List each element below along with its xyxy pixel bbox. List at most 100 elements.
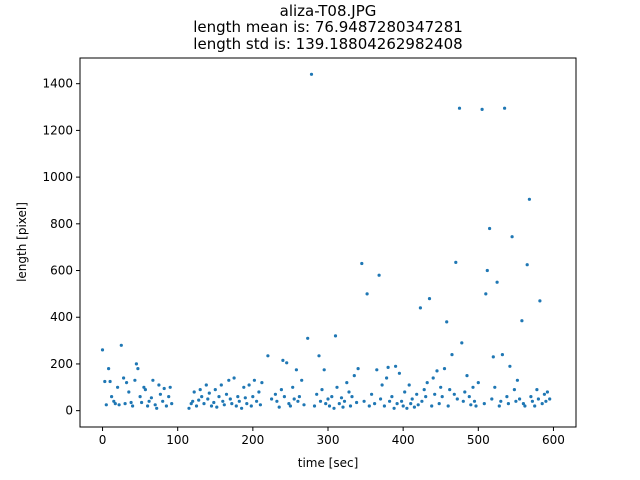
data-point [136, 367, 140, 371]
data-point [240, 406, 244, 410]
data-point [257, 390, 261, 394]
data-point [194, 404, 199, 408]
data-point [518, 397, 522, 401]
data-point [270, 397, 274, 401]
data-point [488, 226, 492, 231]
y-tick-label: 800 [50, 217, 73, 231]
data-point [236, 395, 240, 399]
data-point [127, 390, 131, 394]
data-point [170, 402, 174, 406]
data-point [202, 402, 206, 406]
y-axis-label: length [pixel] [15, 202, 29, 282]
data-point [219, 383, 223, 387]
data-point [339, 396, 344, 400]
data-point [471, 385, 475, 389]
data-point [415, 392, 419, 396]
data-point [450, 353, 454, 357]
data-point [544, 399, 548, 403]
data-point [416, 403, 420, 407]
data-point [107, 367, 111, 371]
data-point [345, 381, 349, 385]
data-point [162, 386, 166, 391]
data-point [455, 397, 459, 401]
data-point [146, 404, 150, 408]
data-point [275, 399, 279, 403]
data-point [410, 397, 414, 401]
data-point [243, 396, 247, 400]
data-point [292, 397, 296, 401]
data-point [439, 385, 443, 389]
data-point [322, 368, 326, 372]
data-point [326, 397, 330, 401]
data-point [472, 399, 477, 403]
data-point [386, 365, 390, 369]
data-point [420, 399, 424, 403]
data-point [342, 399, 347, 403]
data-point [425, 381, 429, 385]
data-point [153, 403, 157, 407]
data-point [360, 261, 364, 266]
y-tick-label: 1000 [42, 170, 73, 184]
data-point [302, 403, 306, 407]
data-point [187, 406, 191, 410]
data-point [249, 404, 253, 408]
data-point [497, 404, 501, 408]
data-point [168, 385, 172, 389]
data-point [480, 107, 484, 111]
data-point [377, 273, 381, 277]
data-point [281, 358, 285, 362]
chart-title-line-1: aliza-T08.JPG [280, 2, 377, 20]
data-point [485, 268, 489, 273]
data-point [296, 399, 300, 403]
data-point [373, 402, 377, 406]
data-point [277, 405, 281, 409]
data-point [523, 404, 527, 408]
data-point [113, 402, 117, 406]
data-point [412, 405, 416, 409]
data-point [514, 399, 518, 403]
data-point [460, 341, 464, 345]
data-point [365, 292, 369, 296]
data-point [300, 378, 304, 382]
data-point [147, 399, 151, 403]
plot-area-frame [79, 57, 577, 428]
data-point [232, 376, 236, 380]
data-point [333, 334, 338, 338]
data-point [390, 395, 394, 399]
data-point [164, 404, 168, 408]
data-point [493, 385, 497, 389]
data-point [476, 381, 480, 385]
data-point [508, 364, 512, 368]
data-point [309, 72, 314, 76]
data-point [161, 399, 165, 403]
y-tick-label: 400 [50, 310, 73, 324]
data-point [133, 378, 137, 382]
x-tick-label: 400 [392, 433, 415, 447]
data-point [260, 381, 264, 385]
data-point [525, 263, 529, 267]
data-point [529, 395, 533, 399]
data-point [454, 260, 458, 264]
data-point [100, 348, 105, 352]
data-point [548, 397, 552, 401]
data-point [122, 376, 126, 380]
data-point [527, 197, 532, 201]
data-point [500, 353, 504, 357]
data-point [192, 390, 196, 394]
data-point [352, 374, 356, 378]
data-point [385, 376, 389, 380]
data-point [367, 404, 371, 408]
data-point [149, 396, 153, 400]
data-point [273, 392, 277, 396]
data-point [347, 390, 351, 394]
data-point [409, 402, 413, 406]
data-point [424, 395, 428, 399]
data-point [356, 367, 360, 371]
data-point [520, 319, 524, 323]
data-point [505, 395, 509, 399]
data-point [315, 392, 319, 396]
data-point [143, 388, 147, 392]
data-point [142, 385, 146, 389]
data-point [445, 320, 449, 324]
data-point [330, 395, 334, 399]
